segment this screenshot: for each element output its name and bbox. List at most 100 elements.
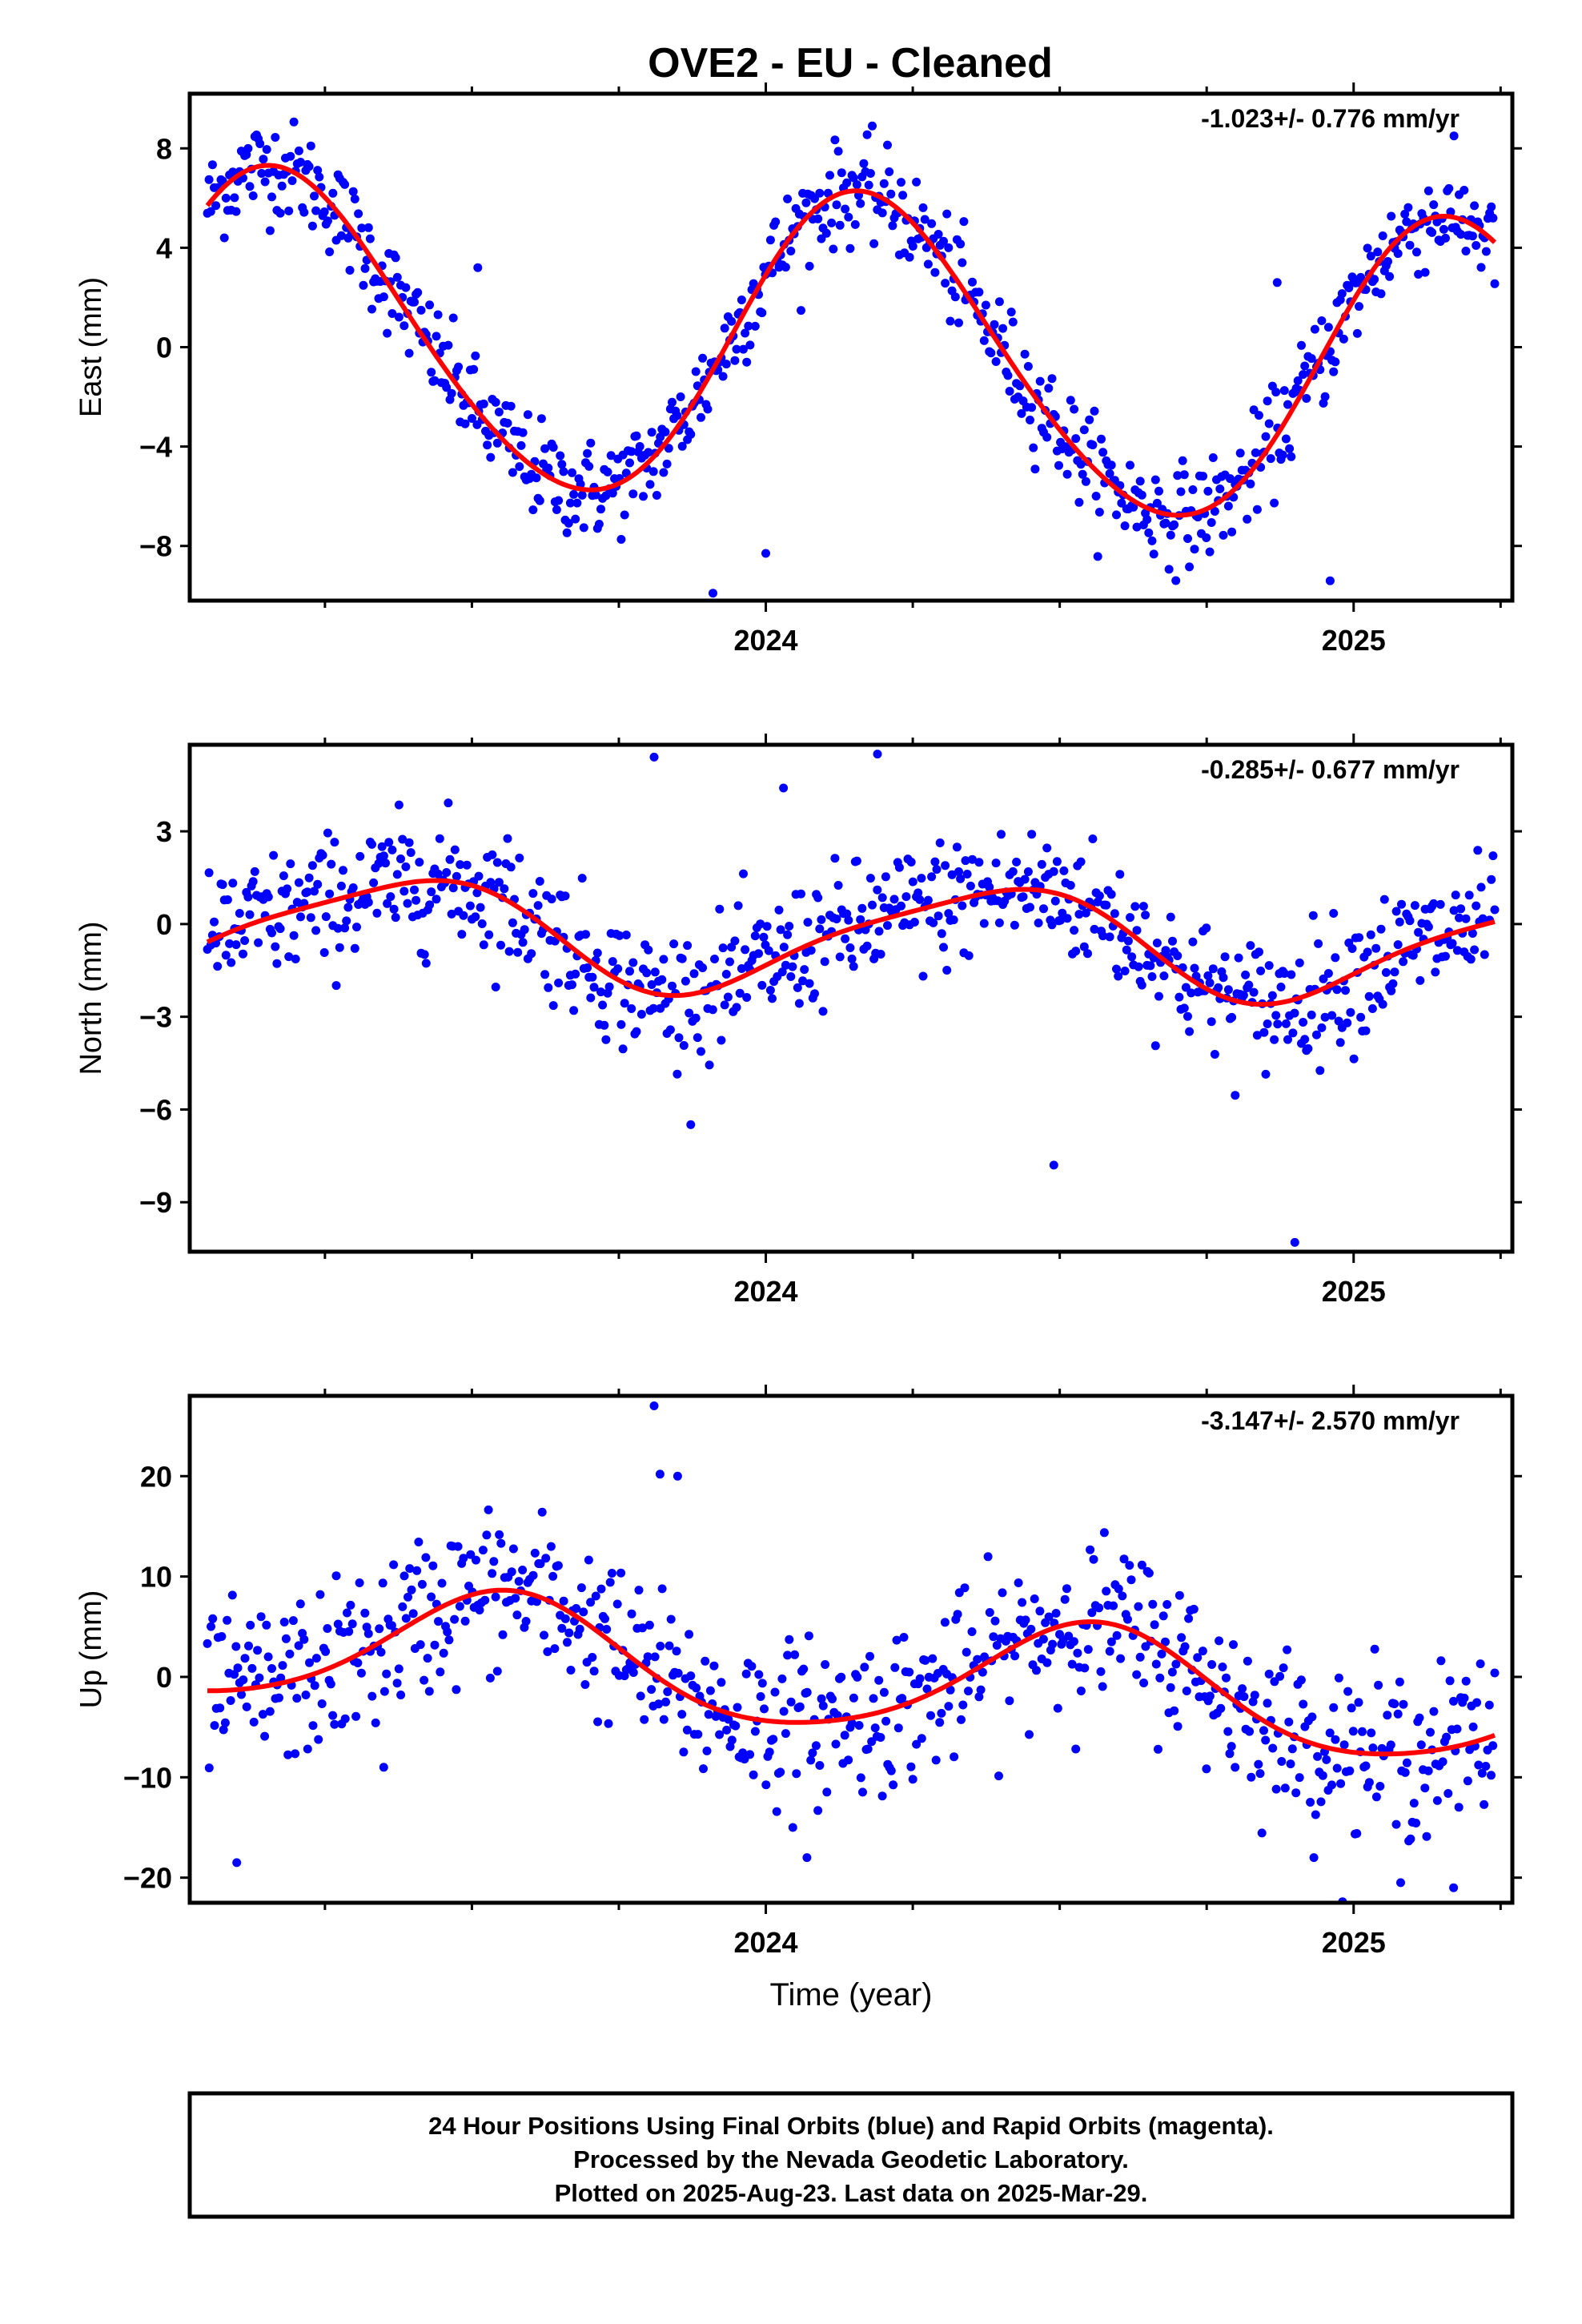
data-point	[1317, 316, 1327, 325]
data-point	[1255, 947, 1263, 957]
data-point	[1093, 552, 1102, 561]
data-point	[659, 955, 669, 964]
data-point	[717, 1678, 726, 1687]
data-point	[1426, 1727, 1435, 1737]
data-point	[593, 1717, 603, 1727]
data-point	[1441, 233, 1450, 243]
data-point	[859, 159, 869, 168]
data-point	[1463, 1776, 1472, 1786]
data-point	[786, 972, 796, 981]
data-point	[1438, 1757, 1447, 1767]
data-point	[392, 870, 402, 879]
data-point	[918, 971, 928, 981]
data-point	[1447, 939, 1457, 948]
data-point	[1243, 1656, 1252, 1666]
data-point	[613, 964, 623, 974]
data-point	[594, 520, 604, 529]
data-point	[289, 931, 299, 940]
data-point	[1287, 1744, 1297, 1754]
data-point	[811, 1741, 821, 1751]
data-point	[253, 1646, 263, 1655]
data-point	[632, 1027, 641, 1036]
data-point	[776, 925, 785, 935]
data-point	[929, 918, 938, 927]
data-point	[1109, 1601, 1118, 1610]
data-point	[518, 428, 528, 437]
data-point	[1080, 1663, 1090, 1673]
data-point	[1073, 1648, 1082, 1658]
data-point	[1090, 406, 1099, 416]
data-point	[769, 1735, 778, 1744]
data-point	[559, 467, 568, 476]
data-point	[260, 177, 270, 187]
data-point	[747, 1662, 757, 1671]
data-point	[1071, 434, 1081, 444]
data-point	[1170, 520, 1179, 529]
data-point	[883, 921, 892, 931]
data-point	[384, 838, 394, 847]
data-point	[792, 1769, 801, 1779]
data-point	[997, 830, 1006, 839]
data-point	[857, 903, 867, 913]
data-point	[1215, 1636, 1224, 1646]
data-point	[830, 135, 840, 145]
data-point	[1476, 263, 1486, 272]
data-point	[1255, 1769, 1265, 1779]
data-point	[514, 1577, 524, 1586]
data-point	[1246, 479, 1255, 489]
data-point	[994, 1771, 1003, 1781]
data-point	[1173, 951, 1182, 960]
data-point	[568, 468, 576, 477]
data-point	[801, 198, 811, 207]
data-point	[1010, 920, 1019, 930]
east-panel: −8 −4 0 4 8 2024 2025 East (mm) -1.023+/- 0.776 …	[74, 82, 1522, 657]
data-point	[221, 193, 231, 203]
data-point	[1029, 443, 1038, 452]
data-point	[757, 308, 767, 318]
data-point	[240, 1654, 250, 1663]
data-point	[949, 915, 958, 925]
data-point	[560, 1614, 570, 1623]
data-point	[406, 848, 416, 858]
data-point	[204, 175, 214, 184]
data-point	[654, 1699, 664, 1709]
data-point	[1112, 964, 1121, 974]
data-point	[492, 858, 502, 867]
data-point	[625, 967, 634, 976]
data-point	[548, 443, 558, 452]
data-point	[277, 181, 287, 191]
data-point	[1035, 1606, 1045, 1616]
data-point	[1285, 444, 1295, 453]
data-point	[1090, 924, 1099, 934]
data-point	[1227, 1742, 1236, 1751]
data-point	[294, 878, 303, 887]
data-point	[781, 960, 790, 970]
data-point	[1076, 460, 1086, 469]
data-point	[831, 1739, 841, 1749]
data-point	[491, 1592, 500, 1602]
data-point	[1468, 231, 1477, 241]
data-point	[1488, 851, 1498, 861]
data-point	[1367, 1728, 1376, 1738]
data-point	[941, 861, 950, 870]
data-point	[263, 1652, 273, 1662]
data-point	[877, 893, 887, 903]
data-point	[571, 514, 580, 524]
data-point	[783, 194, 793, 203]
data-point	[245, 910, 255, 919]
data-point	[1150, 1620, 1159, 1630]
data-point	[1266, 454, 1275, 464]
data-point	[1395, 917, 1404, 927]
data-point	[1481, 1762, 1491, 1771]
data-point	[247, 1663, 257, 1673]
data-point	[764, 946, 773, 955]
data-point	[915, 895, 925, 904]
data-point	[472, 1555, 480, 1565]
data-point	[1210, 507, 1219, 516]
data-point	[1026, 903, 1034, 912]
data-point	[292, 1694, 302, 1703]
data-point	[1355, 302, 1363, 312]
data-point	[245, 182, 255, 191]
data-point	[1261, 1735, 1271, 1745]
data-point	[1320, 1012, 1330, 1022]
